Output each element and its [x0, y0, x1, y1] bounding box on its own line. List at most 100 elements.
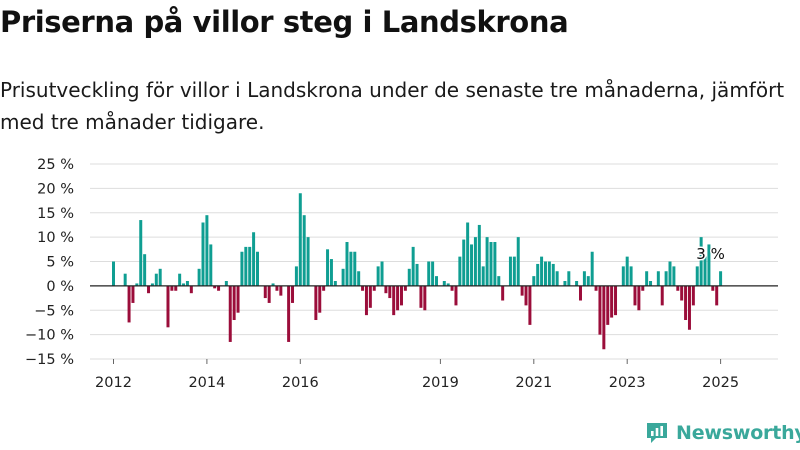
- bar: [279, 285, 283, 296]
- y-tick-label: −5 %: [34, 303, 74, 319]
- bar: [563, 281, 567, 286]
- bar: [536, 263, 540, 286]
- y-tick-label: 0 %: [46, 279, 74, 295]
- bar: [520, 285, 524, 296]
- bar: [372, 285, 376, 291]
- chart-subtitle: Prisutveckling för villor i Landskrona u…: [0, 78, 785, 134]
- x-tick-label: 2019: [422, 375, 459, 391]
- bar: [672, 266, 676, 286]
- bar: [376, 266, 380, 286]
- bar: [185, 281, 189, 286]
- bar: [419, 285, 423, 308]
- bar: [189, 285, 193, 294]
- bar: [368, 285, 372, 308]
- bar: [435, 276, 438, 286]
- bar: [695, 266, 699, 286]
- bar: [458, 256, 462, 286]
- bar: [388, 285, 392, 299]
- bar: [684, 285, 688, 321]
- bar: [512, 256, 516, 286]
- newsworthy-logo[interactable]: Newsworthy: [644, 418, 800, 448]
- bar: [629, 266, 633, 286]
- bar: [174, 285, 178, 291]
- bar: [656, 271, 660, 286]
- bar: [637, 285, 641, 311]
- bar: [112, 261, 115, 286]
- bar-chart: 25 % 20 % 15 % 10 % 5 % 0 % −5 % −10 % −15 % 2012…: [25, 157, 778, 391]
- bar: [462, 239, 466, 286]
- bar: [154, 273, 158, 286]
- bar: [466, 222, 470, 286]
- bar: [364, 285, 368, 316]
- x-tick-label: 2025: [702, 375, 739, 391]
- bar: [645, 271, 649, 286]
- bar: [551, 263, 555, 286]
- bar: [396, 285, 400, 311]
- bar: [614, 285, 618, 316]
- bar: [450, 285, 454, 291]
- bar: [668, 261, 672, 286]
- bar: [489, 242, 493, 286]
- bar: [528, 285, 532, 325]
- bar: [314, 285, 318, 321]
- bar: [477, 224, 481, 286]
- bar: [481, 266, 485, 286]
- bar: [322, 285, 326, 291]
- bar: [232, 285, 236, 321]
- bar: [170, 285, 174, 291]
- bar: [217, 285, 221, 291]
- y-tick-label: 10 %: [37, 230, 74, 246]
- bar: [621, 266, 625, 286]
- bar: [691, 285, 695, 306]
- bar: [575, 281, 579, 286]
- bar: [302, 215, 306, 286]
- bar: [473, 237, 477, 286]
- bar: [252, 232, 256, 286]
- bar: [719, 271, 723, 286]
- y-tick-label: 25 %: [37, 157, 74, 173]
- bar: [361, 285, 365, 291]
- bar: [329, 259, 333, 286]
- bar: [275, 285, 279, 291]
- bar: [236, 285, 240, 313]
- bar: [294, 266, 298, 286]
- newsworthy-logo-icon: [647, 423, 667, 443]
- bar: [271, 283, 275, 286]
- bar: [676, 285, 680, 291]
- bar: [182, 283, 186, 286]
- bar: [201, 222, 205, 286]
- chart-title: Priserna på villor steg i Landskrona: [0, 5, 569, 39]
- bar: [131, 285, 135, 303]
- bar: [540, 256, 544, 286]
- y-tick-label: 15 %: [37, 206, 74, 222]
- bar: [633, 285, 637, 306]
- bar: [707, 244, 711, 286]
- bar: [427, 261, 431, 286]
- bar: [213, 285, 217, 289]
- bar: [586, 276, 590, 286]
- bar: [209, 244, 213, 286]
- bar: [357, 271, 361, 286]
- labels: 3 %: [695, 244, 727, 265]
- bar: [524, 285, 528, 306]
- bar: [166, 285, 170, 328]
- bar: [139, 220, 143, 286]
- y-tick-label: −10 %: [25, 328, 74, 344]
- bar: [248, 246, 252, 286]
- bar: [423, 285, 427, 311]
- bar: [680, 285, 684, 301]
- x-tick-label: 2012: [95, 375, 132, 391]
- bar: [291, 285, 295, 303]
- bar: [399, 285, 403, 306]
- last-value-label: 3 %: [696, 245, 725, 263]
- bar: [431, 261, 435, 286]
- bar: [610, 285, 614, 318]
- bar: [660, 285, 664, 306]
- bar: [442, 281, 446, 286]
- bar: [543, 261, 547, 286]
- y-tick-label: 5 %: [46, 255, 74, 271]
- bar: [579, 285, 582, 301]
- bars: [112, 193, 723, 350]
- bar: [415, 263, 419, 286]
- bar: [446, 283, 450, 286]
